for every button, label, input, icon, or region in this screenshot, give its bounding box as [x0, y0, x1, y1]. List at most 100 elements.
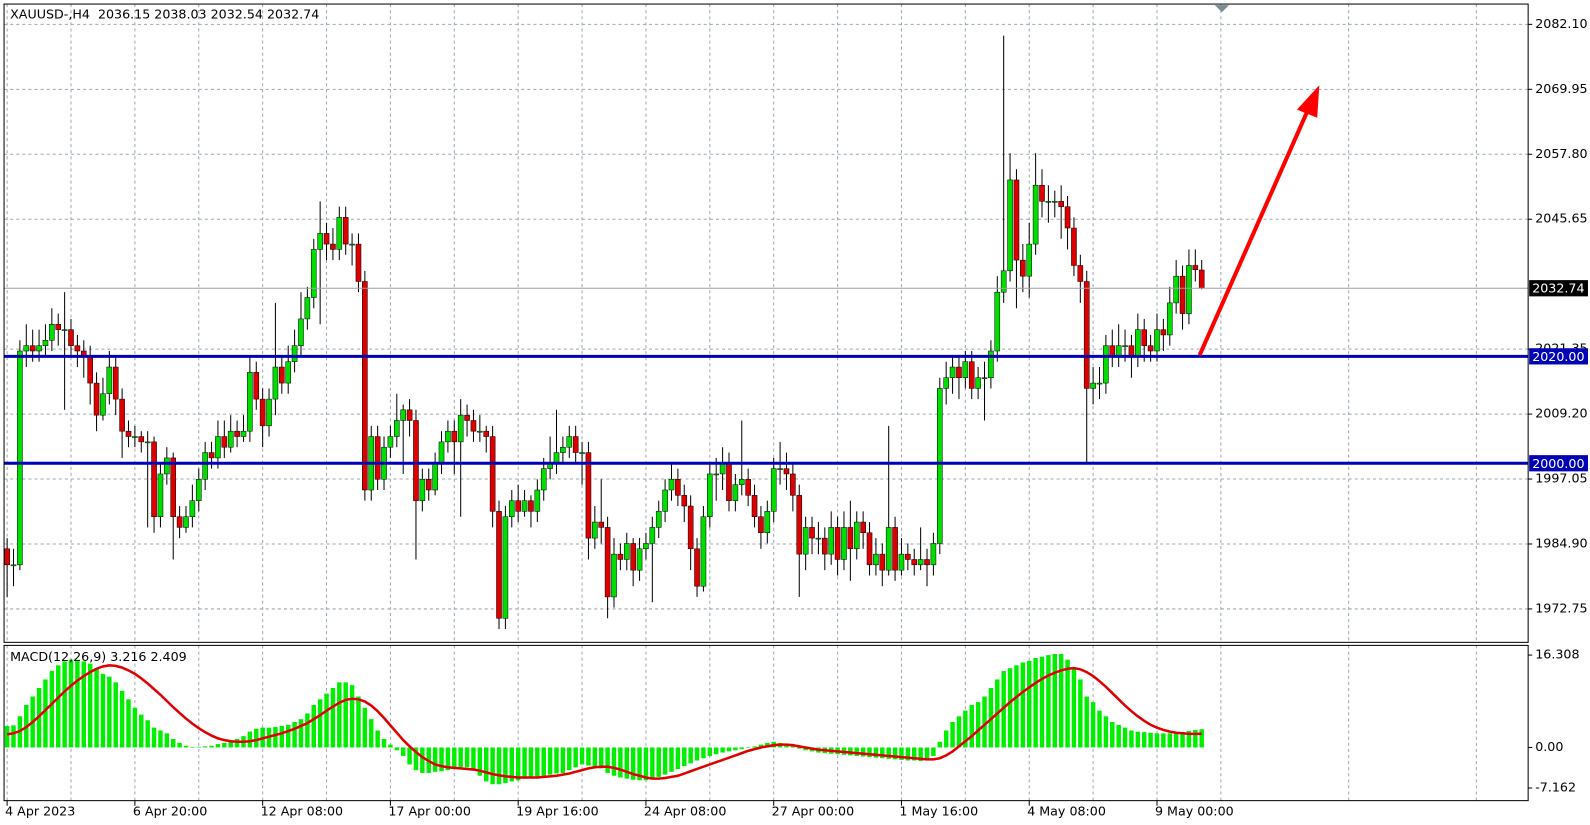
macd-bar — [586, 747, 591, 766]
candle-body — [298, 318, 304, 346]
candle-body — [189, 500, 196, 517]
macd-bar — [1167, 733, 1172, 748]
candle-body — [815, 537, 822, 540]
y-tick-label: 2045.65 — [1535, 211, 1587, 226]
candle-body — [489, 436, 496, 512]
macd-bar — [790, 746, 796, 748]
x-tick-label: 4 May 08:00 — [1027, 803, 1106, 818]
macd-bar — [177, 742, 182, 748]
macd-bar — [1186, 731, 1192, 748]
macd-bar — [1058, 653, 1064, 748]
chart-title: XAUUSD-,H4 2036.15 2038.03 2032.54 2032.… — [10, 7, 319, 22]
macd-bar — [337, 682, 342, 748]
candle-body — [1000, 270, 1007, 293]
macd-bar — [298, 719, 304, 748]
candle-body — [675, 479, 681, 496]
candle-body — [240, 430, 247, 437]
candle-body — [138, 436, 145, 443]
macd-bar — [956, 716, 962, 748]
macd-bar — [464, 747, 470, 768]
macd-bar — [1148, 732, 1153, 748]
x-tick-label: 4 Apr 2023 — [5, 803, 75, 818]
macd-bar — [1084, 696, 1089, 748]
candle-body — [195, 479, 202, 501]
macd-bar — [592, 747, 598, 768]
macd-bar — [509, 747, 515, 782]
macd-bar — [924, 747, 930, 761]
macd-bar — [618, 747, 623, 778]
candle-body — [1058, 201, 1064, 207]
macd-bar — [567, 747, 572, 771]
macd-bar — [62, 661, 67, 748]
candle-body — [291, 345, 298, 362]
level-label: 2000.00 — [1532, 456, 1584, 471]
candle-body — [49, 324, 55, 341]
candle-body — [419, 479, 426, 501]
candle-body — [847, 527, 854, 550]
candle-body — [636, 548, 643, 571]
macd-bar — [388, 744, 393, 748]
macd-bar — [560, 747, 566, 773]
candle-body — [317, 233, 323, 250]
candle-body — [1064, 206, 1071, 229]
macd-bar — [439, 747, 444, 772]
level-label: 2020.00 — [1532, 349, 1584, 364]
candle-body — [879, 553, 886, 571]
candle-body — [285, 361, 291, 384]
macd-bar — [752, 746, 757, 748]
candle-body — [93, 382, 100, 416]
level-box — [1529, 348, 1588, 365]
candle-body — [981, 377, 988, 379]
macd-bar — [87, 663, 93, 748]
candle-body — [483, 430, 490, 437]
candle-body — [100, 393, 106, 416]
candle-body — [930, 543, 937, 566]
candle-body — [732, 484, 739, 501]
candle-body — [770, 468, 777, 512]
candle-body — [738, 479, 745, 485]
candle-body — [764, 511, 771, 534]
macd-bar — [912, 747, 917, 761]
macd-bar — [1020, 662, 1026, 748]
x-tick-label: 6 Apr 20:00 — [133, 803, 207, 818]
candle-body — [227, 430, 234, 448]
macd-bar — [745, 747, 751, 749]
macd-bar — [164, 733, 170, 748]
candle-body — [598, 521, 605, 528]
candle-body — [758, 516, 764, 534]
candle-body — [1026, 243, 1033, 277]
candle-body — [349, 243, 355, 246]
macd-bar — [183, 745, 189, 748]
macd-bar — [471, 747, 476, 771]
macd-bar — [1052, 653, 1058, 748]
candle-body — [387, 436, 394, 448]
candle-body — [68, 329, 74, 346]
x-tick-label: 19 Apr 16:00 — [516, 803, 599, 818]
candle-body — [860, 521, 866, 534]
macd-bar — [892, 747, 898, 760]
candle-body — [796, 495, 803, 555]
label-layer: 4 Apr 2023 6 Apr 20:00 12 Apr 08:00 17 Apr … — [5, 16, 1588, 818]
y-tick-label: 2069.95 — [1535, 81, 1587, 96]
macd-bar — [43, 679, 48, 748]
candle-body — [323, 233, 330, 245]
candle-body — [330, 243, 336, 250]
macd-bar — [285, 724, 291, 748]
candle-body — [1013, 179, 1020, 261]
macd-bar — [713, 747, 719, 755]
candle-body — [374, 436, 381, 480]
candle-body — [643, 543, 649, 550]
candle-body — [566, 436, 573, 448]
macd-bar — [886, 747, 891, 759]
macd-bar — [873, 747, 879, 758]
macd-bar — [324, 693, 329, 748]
candle-body — [917, 559, 924, 566]
candle-body — [572, 436, 579, 453]
macd-bar — [1173, 732, 1179, 748]
candle-body — [157, 473, 164, 517]
candle-body — [132, 436, 138, 438]
macd-bar — [222, 742, 227, 748]
candle-body — [425, 479, 432, 491]
macd-bar — [797, 747, 802, 749]
y-tick-label: 0.00 — [1535, 739, 1563, 754]
